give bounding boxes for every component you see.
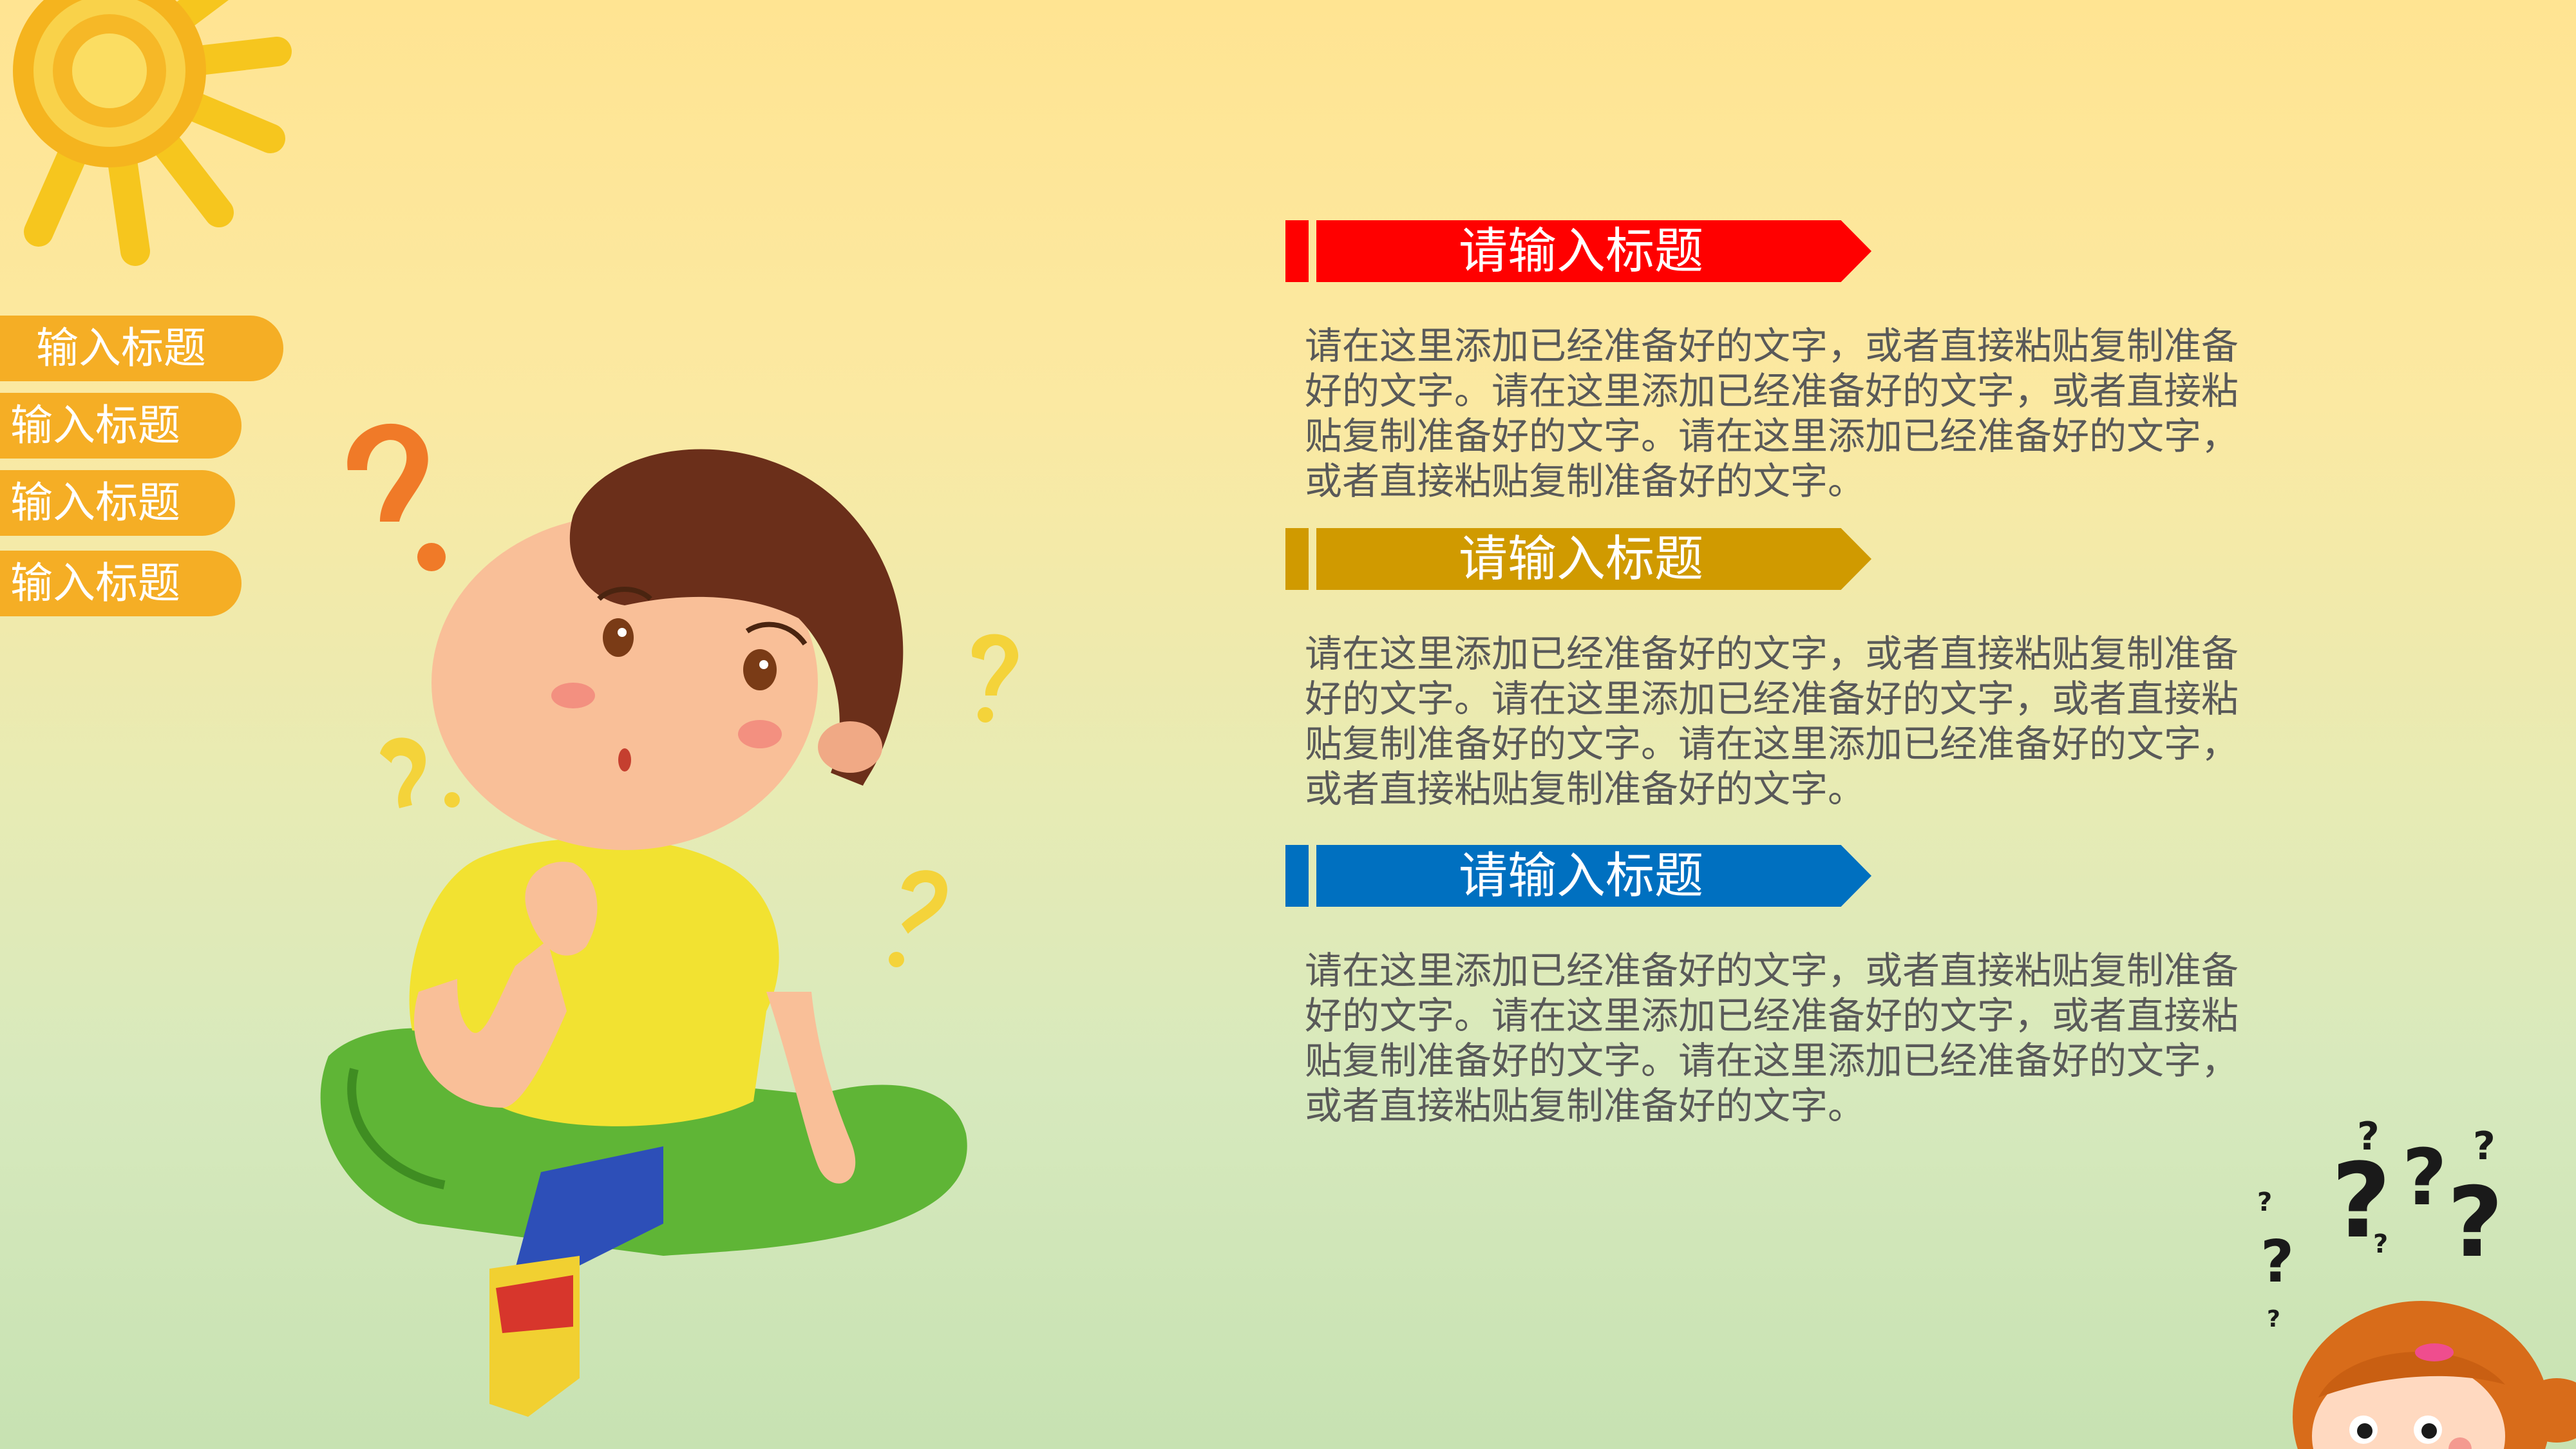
svg-text:?: ? <box>2357 1114 2380 1159</box>
svg-text:?: ? <box>2260 1228 2294 1296</box>
section-title: 请输入标题 <box>1459 847 1703 904</box>
section-text: 请在这里添加已经准备好的文字，或者直接粘贴复制准备好的文字。请在这里添加已经准备… <box>1305 632 2239 811</box>
nav-item-label: 输入标题 <box>10 401 180 450</box>
curious-girl-illustration: ? ? ? ? ? ? ? ? ? <box>2257 1114 2576 1449</box>
banner-accent-strip <box>1285 528 1309 590</box>
banner-body: 请输入标题 <box>1316 528 1871 590</box>
nav-item-1[interactable]: 输入标题 <box>0 316 283 381</box>
sun-icon <box>13 0 292 266</box>
svg-text:?: ? <box>2257 1188 2272 1217</box>
nav-item-2[interactable]: 输入标题 <box>0 393 242 459</box>
section-banner-3: 请输入标题 <box>1285 845 1871 907</box>
section-banner-1: 请输入标题 <box>1285 220 1871 282</box>
section-title: 请输入标题 <box>1459 530 1703 587</box>
svg-text:?: ? <box>2373 1229 2388 1259</box>
thinking-boy-illustration <box>320 423 1019 1417</box>
svg-text:?: ? <box>2267 1306 2280 1332</box>
banner-accent-strip <box>1285 845 1309 907</box>
svg-text:?: ? <box>2331 1141 2391 1261</box>
banner-body: 请输入标题 <box>1316 845 1871 907</box>
nav-item-4[interactable]: 输入标题 <box>0 551 242 616</box>
nav-item-label: 输入标题 <box>36 323 206 373</box>
banner-body: 请输入标题 <box>1316 220 1871 282</box>
section-text: 请在这里添加已经准备好的文字，或者直接粘贴复制准备好的文字。请在这里添加已经准备… <box>1305 949 2239 1128</box>
banner-accent-strip <box>1285 220 1309 282</box>
nav-item-label: 输入标题 <box>10 478 180 527</box>
svg-text:?: ? <box>2402 1133 2447 1223</box>
section-banner-2: 请输入标题 <box>1285 528 1871 590</box>
nav-item-label: 输入标题 <box>10 558 180 608</box>
svg-text:?: ? <box>2473 1124 2496 1169</box>
nav-item-3[interactable]: 输入标题 <box>0 470 235 536</box>
section-title: 请输入标题 <box>1459 222 1703 279</box>
section-text: 请在这里添加已经准备好的文字，或者直接粘贴复制准备好的文字。请在这里添加已经准备… <box>1305 324 2239 503</box>
question-mark-icon <box>347 423 446 571</box>
svg-text:?: ? <box>2447 1167 2503 1279</box>
